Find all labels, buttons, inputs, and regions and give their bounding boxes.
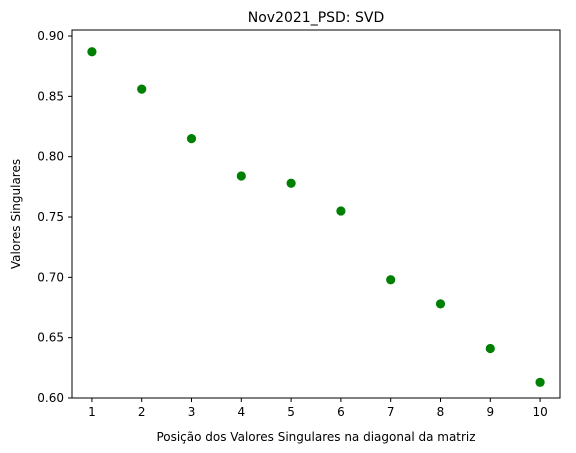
x-tick-label: 10 — [532, 405, 547, 419]
x-tick-label: 8 — [437, 405, 445, 419]
data-point — [336, 206, 346, 216]
x-tick-label: 2 — [138, 405, 146, 419]
plot-frame — [71, 29, 561, 399]
y-tick-label: 0.65 — [37, 331, 64, 345]
x-axis-label: Posição dos Valores Singulares na diagon… — [156, 430, 475, 444]
chart-title: Nov2021_PSD: SVD — [248, 10, 384, 26]
plot-area: 1 2 3 4 5 6 7 8 9 10 0.60 0.65 0.70 0.75 0.80 0.85 0.90 — [37, 29, 561, 419]
y-axis-label: Valores Singulares — [9, 159, 23, 269]
x-tick-label: 6 — [337, 405, 345, 419]
x-axis-ticks: 1 2 3 4 5 6 7 8 9 10 — [88, 398, 548, 419]
y-tick-label: 0.70 — [37, 270, 64, 284]
data-point — [435, 299, 446, 309]
y-tick-label: 0.85 — [37, 89, 64, 103]
y-tick-label: 0.60 — [37, 391, 64, 405]
x-tick-label: 7 — [387, 405, 395, 419]
data-point — [137, 84, 147, 94]
x-tick-label: 3 — [188, 405, 196, 419]
points-layer — [87, 47, 545, 387]
y-tick-label: 0.75 — [37, 210, 64, 224]
x-tick-label: 5 — [287, 405, 295, 419]
data-point — [286, 178, 296, 188]
data-point — [236, 171, 246, 181]
data-point — [535, 377, 545, 387]
data-point — [485, 343, 495, 354]
y-tick-label: 0.80 — [37, 150, 64, 164]
y-tick-label: 0.90 — [37, 29, 64, 43]
data-point — [186, 133, 197, 144]
data-point — [87, 47, 97, 57]
y-axis-ticks: 0.60 0.65 0.70 0.75 0.80 0.85 0.90 — [37, 29, 72, 405]
x-tick-label: 1 — [88, 405, 96, 419]
x-tick-label: 9 — [486, 405, 494, 419]
x-tick-label: 4 — [237, 405, 245, 419]
data-point — [386, 275, 396, 285]
